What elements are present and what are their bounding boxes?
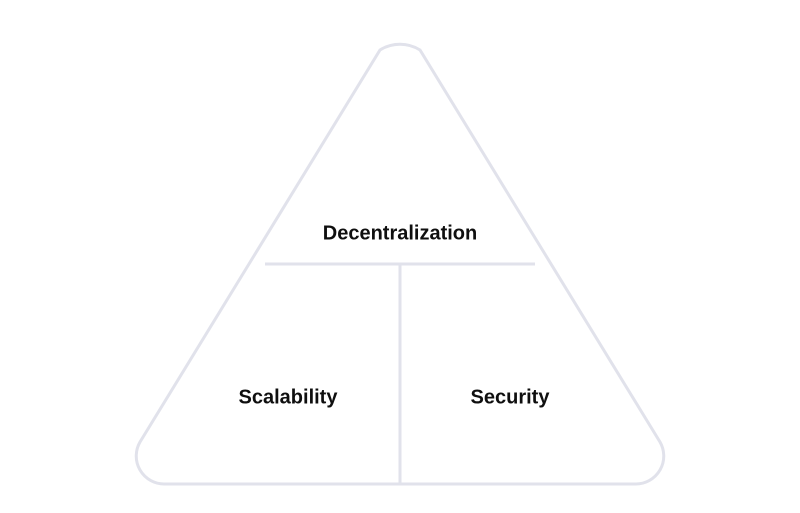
trilemma-diagram: Decentralization Scalability Security xyxy=(0,0,800,513)
label-decentralization: Decentralization xyxy=(323,223,477,246)
label-scalability: Scalability xyxy=(239,387,338,410)
label-security: Security xyxy=(471,387,550,410)
triangle-shape xyxy=(0,0,800,513)
